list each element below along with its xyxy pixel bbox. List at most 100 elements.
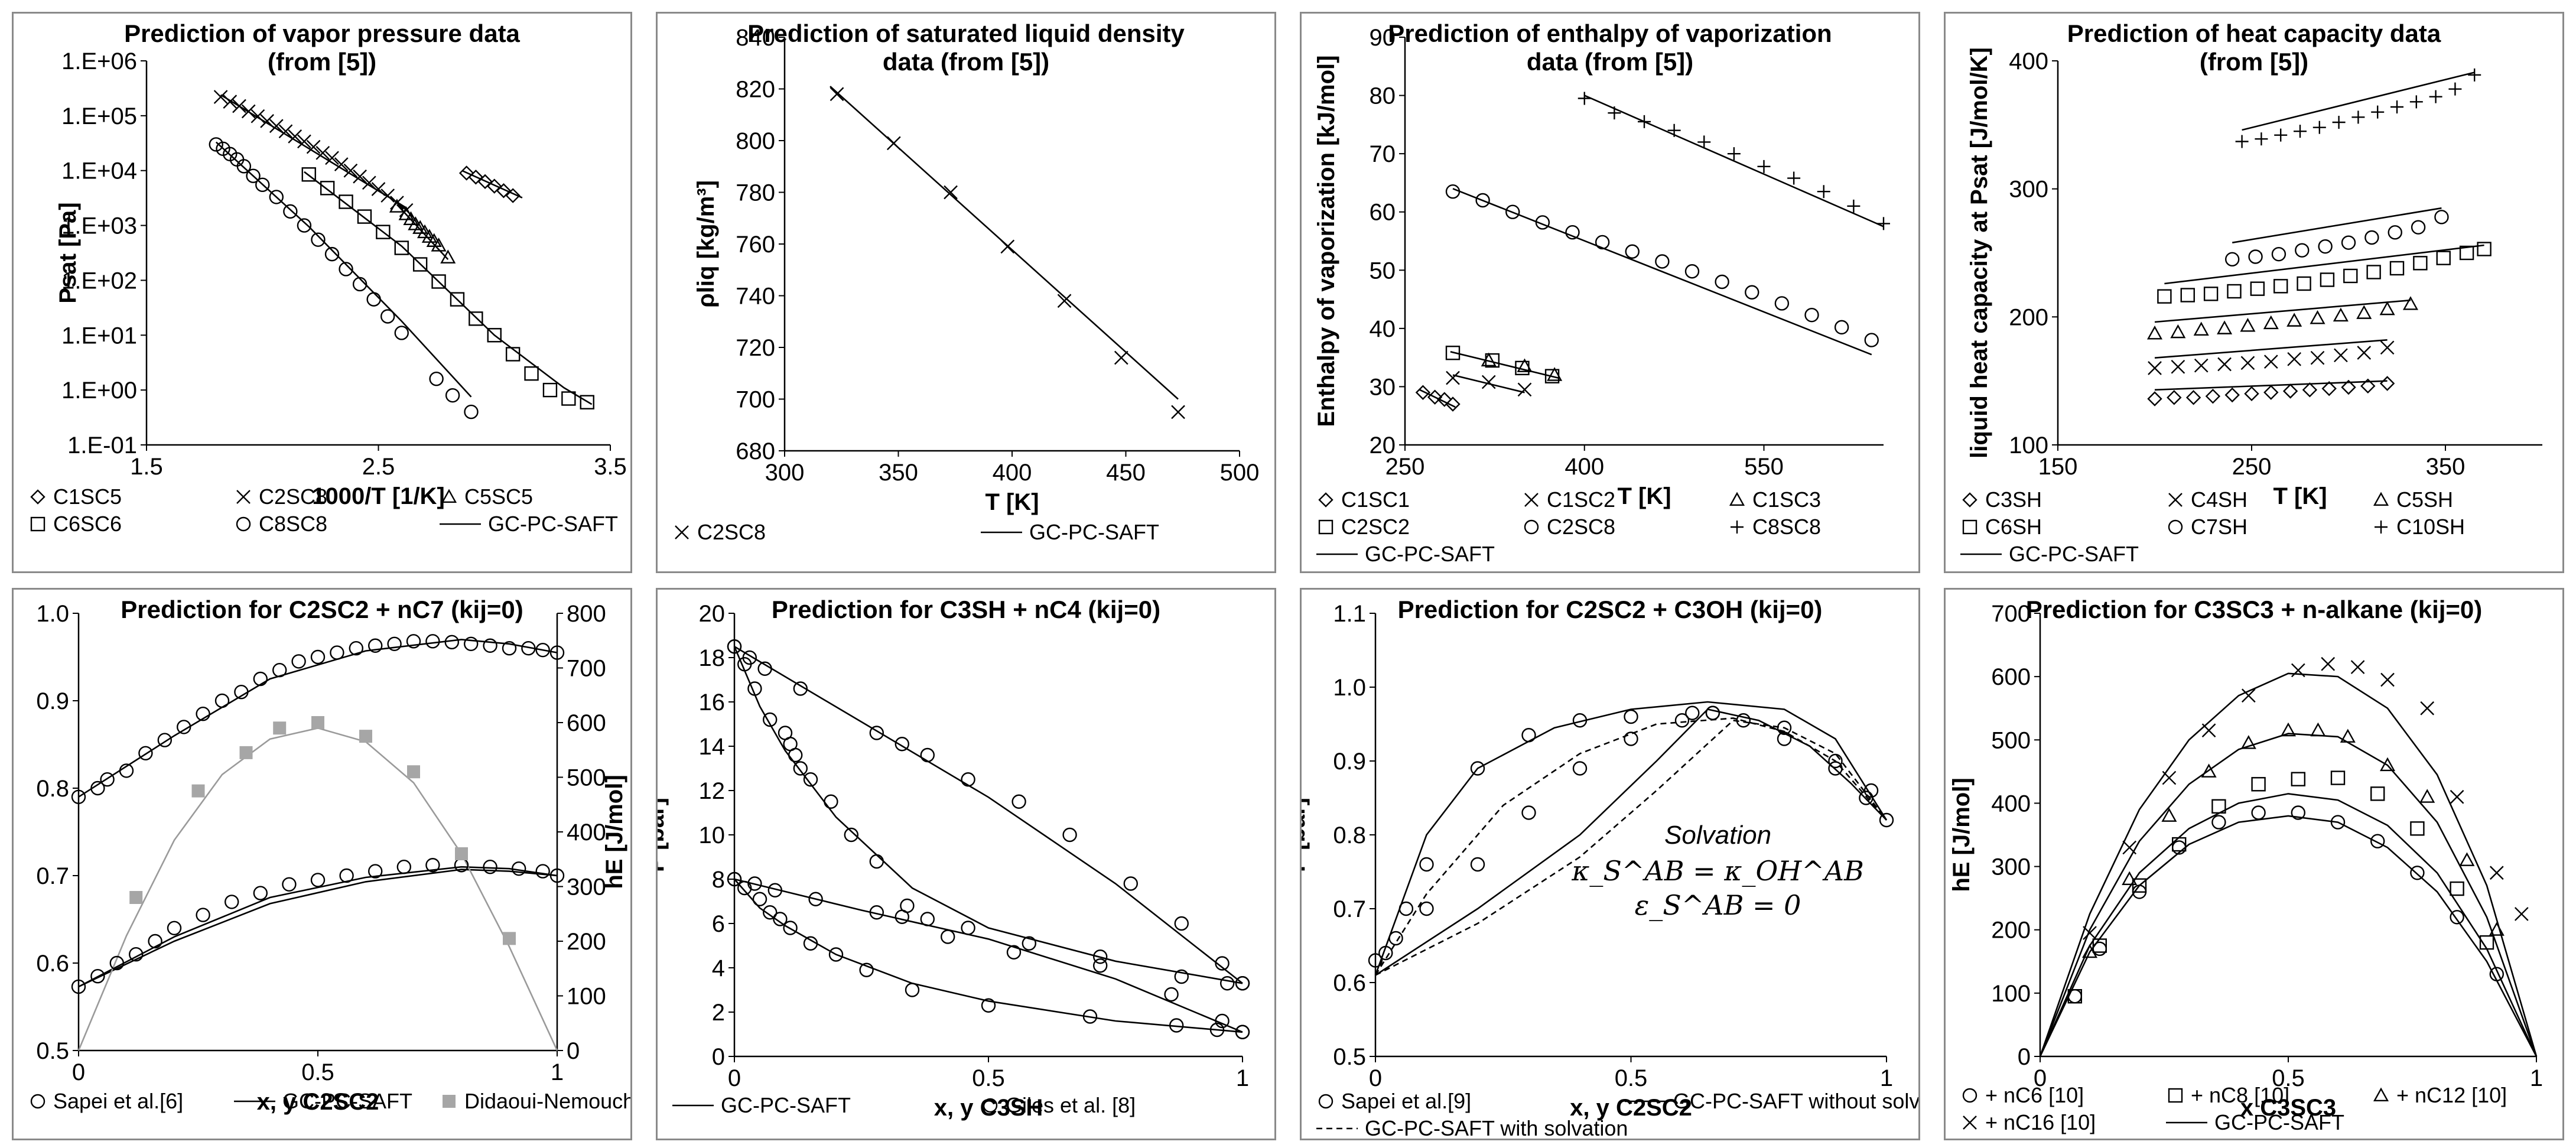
y-axis-label: ρliq [kg/m³]	[693, 180, 719, 308]
data-point	[1804, 307, 1819, 323]
data-point	[477, 174, 493, 190]
data-point	[803, 936, 818, 951]
y-tick-label: 500	[1991, 727, 2031, 753]
panel-c2sc2-c3oh: 0 0.5 1 0.5 0.6 0.7 0.8 0.9 1.0 1.1 Prediction for…	[1284, 588, 1966, 1140]
data-point	[273, 721, 287, 735]
legend-label: C2SC8	[697, 520, 766, 544]
data-point	[2420, 701, 2435, 716]
annotation-heading: Solvation	[1664, 821, 1771, 850]
data-point	[1544, 369, 1560, 383]
data-point	[1578, 92, 1591, 105]
data-point	[1174, 916, 1189, 931]
data-point	[291, 654, 306, 669]
legend-marker	[1318, 492, 1333, 508]
data-point	[496, 183, 512, 199]
data-point	[2310, 350, 2325, 365]
data-point	[505, 347, 521, 362]
model-line	[2039, 793, 2538, 1057]
chart-title: Prediction for C2SC2 + C3OH (kij=0)	[1398, 596, 1823, 623]
model-line	[1375, 719, 1888, 976]
data-point	[2450, 910, 2464, 925]
data-point	[1235, 976, 1250, 991]
y-tick-label: 0.5	[1333, 1044, 1366, 1070]
data-point	[793, 681, 808, 696]
data-point	[1625, 244, 1640, 259]
data-point	[727, 639, 742, 654]
y-tick-label: 16	[699, 690, 726, 716]
data-point	[944, 185, 958, 200]
data-point	[1655, 254, 1670, 269]
legend-marker	[30, 1094, 45, 1109]
chart-vapor-pressure: 1.5 2.5 3.5 1.E-01 1.E+00 1.E+01 1.E+02 1.E+03 1…	[30, 19, 627, 536]
data-point	[2459, 245, 2474, 261]
data-point	[253, 886, 268, 900]
data-point	[406, 634, 421, 649]
data-point	[1517, 358, 1533, 372]
data-point	[2147, 391, 2162, 406]
data-point	[2235, 135, 2249, 148]
model-line	[1374, 701, 1888, 975]
data-point	[2468, 68, 2481, 82]
data-point	[549, 868, 565, 883]
y-tick-label: 0	[2018, 1044, 2031, 1070]
data-point	[2294, 125, 2307, 138]
data-point	[1415, 385, 1431, 400]
x-tick-label: 350	[2426, 454, 2466, 480]
legend-label: C4SH	[2191, 487, 2248, 512]
data-point	[213, 90, 228, 104]
data-point	[1437, 392, 1452, 407]
model-line	[1450, 351, 1559, 379]
data-point	[1624, 731, 1638, 746]
data-point	[2092, 941, 2107, 957]
model-line	[2242, 71, 2475, 131]
chart-c2sc2-nc7: 0 0.5 10.50.60.70.80.91.001002003004005006…	[0, 596, 781, 1115]
legend-label: Sapei et al.[6]	[53, 1089, 183, 1113]
data-point	[2450, 881, 2464, 896]
data-point	[1057, 294, 1072, 308]
data-point	[2334, 348, 2348, 363]
data-point	[524, 366, 539, 381]
data-points	[830, 87, 1185, 419]
data-point	[1817, 185, 1830, 199]
data-point	[325, 151, 339, 165]
chart-title: Prediction for C2SC2 + nC7 (kij=0)	[121, 596, 523, 623]
legend-marker	[1962, 1088, 1977, 1103]
data-point	[380, 188, 395, 203]
y-tick-label: 720	[736, 335, 775, 361]
y2-tick-label: 0	[567, 1038, 580, 1064]
data-point	[2291, 805, 2305, 820]
data-point	[1879, 812, 1894, 828]
data-point	[445, 388, 460, 403]
data-point	[2459, 852, 2475, 866]
data-point	[844, 827, 858, 843]
data-point	[1521, 728, 1536, 743]
data-point	[330, 645, 344, 660]
data-point	[260, 114, 274, 128]
x-tick-label: 2.5	[362, 454, 395, 480]
data-point	[2241, 688, 2256, 703]
data-point	[737, 880, 752, 896]
data-point	[2132, 878, 2147, 893]
model-lines	[215, 94, 593, 405]
data-point	[1368, 953, 1383, 968]
data-point	[251, 109, 265, 123]
panel-liquid-density: 300 350 400 450 500 680 700 720 740 760 780 800 820 8…	[656, 12, 1276, 573]
data-point	[2217, 320, 2233, 334]
data-point	[2389, 261, 2405, 276]
data-point	[368, 638, 383, 653]
data-point	[394, 240, 409, 255]
data-point	[2201, 763, 2217, 778]
data-point	[747, 876, 762, 891]
data-point	[339, 868, 354, 883]
y-tick-label: 1.E+01	[61, 323, 137, 349]
data-point	[2409, 95, 2423, 109]
x-axis-label: x C3SC3	[2240, 1095, 2336, 1121]
y-tick-label: 1.E+04	[61, 158, 137, 184]
data-point	[767, 883, 783, 897]
data-point	[2297, 276, 2311, 291]
data-point	[2287, 352, 2302, 366]
legend-label: + nC6 [10]	[1985, 1083, 2084, 1107]
data-point	[2282, 383, 2298, 399]
data-point	[167, 921, 182, 935]
data-point	[1445, 396, 1461, 412]
